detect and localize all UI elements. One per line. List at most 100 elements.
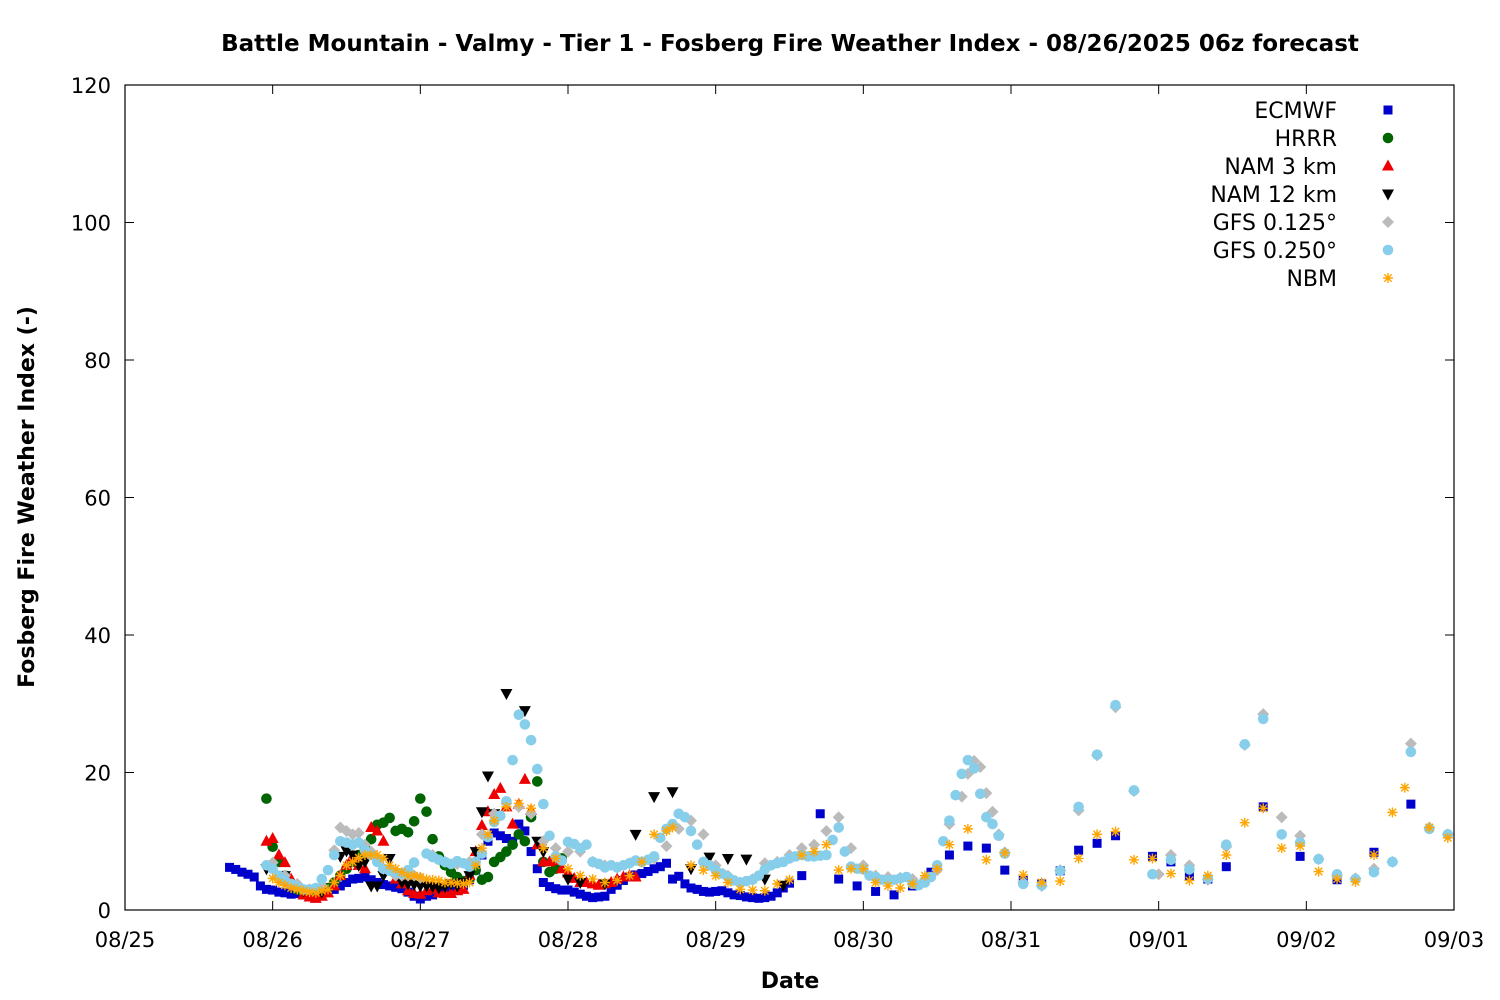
data-point <box>649 829 660 840</box>
data-point <box>298 885 309 896</box>
y-tick-label: 60 <box>84 487 111 511</box>
data-point <box>1258 803 1269 814</box>
data-point <box>341 860 352 871</box>
data-point <box>518 706 531 718</box>
data-point <box>489 815 500 826</box>
data-point <box>237 867 247 877</box>
data-point <box>1424 822 1435 833</box>
data-point <box>963 841 973 851</box>
data-point <box>624 870 635 881</box>
y-tick-label: 100 <box>71 212 111 236</box>
legend: ECMWF HRRR NAM 3 km NAM 12 km GFS 0.125° GFS … <box>1210 99 1394 292</box>
data-point <box>729 890 739 900</box>
data-point <box>649 864 659 874</box>
data-point <box>747 885 758 896</box>
data-point <box>871 886 881 896</box>
data-point <box>1399 782 1410 793</box>
data-point <box>1387 807 1398 818</box>
data-point <box>1313 853 1324 865</box>
data-point <box>691 839 703 850</box>
data-point <box>377 834 390 846</box>
data-point <box>796 850 807 860</box>
data-point <box>834 874 844 884</box>
data-point <box>531 776 543 787</box>
data-point <box>316 885 327 896</box>
data-point <box>273 877 284 888</box>
data-point <box>488 788 501 799</box>
data-point <box>463 871 476 883</box>
data-point <box>266 832 279 843</box>
data-point <box>495 810 506 822</box>
data-point <box>680 879 690 889</box>
data-point <box>721 853 734 865</box>
data-point <box>286 883 297 893</box>
data-point <box>526 803 537 814</box>
data-point <box>1406 799 1416 809</box>
data-point <box>501 834 511 843</box>
data-point <box>272 848 285 860</box>
data-point <box>518 772 531 784</box>
data-point <box>514 819 524 829</box>
data-point <box>974 788 986 800</box>
data-point <box>328 849 340 861</box>
data-point <box>629 829 642 841</box>
data-point <box>661 858 671 868</box>
data-point <box>600 891 610 901</box>
data-point <box>501 846 512 857</box>
data-point <box>1275 811 1288 824</box>
data-point <box>703 852 716 864</box>
data-point <box>371 856 383 868</box>
data-point <box>550 853 561 864</box>
data-point <box>427 833 438 845</box>
data-point <box>415 894 425 904</box>
data-point <box>255 881 265 891</box>
data-point <box>267 863 278 875</box>
data-point <box>421 806 432 817</box>
data-point <box>371 824 384 836</box>
data-point <box>870 877 881 888</box>
data-point <box>415 793 426 804</box>
data-point <box>507 839 518 850</box>
data-point <box>310 887 321 898</box>
x-axis-label: Date <box>761 969 820 994</box>
data-point <box>1221 862 1231 872</box>
data-point <box>1239 739 1251 750</box>
data-point <box>1091 749 1103 760</box>
y-tick-label: 20 <box>84 762 111 786</box>
legend-marker <box>1382 159 1394 171</box>
data-point <box>797 871 807 881</box>
data-point <box>495 831 505 841</box>
data-point <box>371 881 384 893</box>
data-point <box>475 818 488 830</box>
data-point <box>723 888 733 898</box>
data-point <box>717 886 727 896</box>
data-point <box>741 892 751 902</box>
x-tick-label: 08/30 <box>833 928 894 952</box>
data-point <box>968 763 980 774</box>
data-point <box>1295 841 1306 852</box>
data-point <box>428 890 438 900</box>
data-point <box>1147 868 1158 880</box>
data-point <box>686 883 696 893</box>
data-point <box>1073 853 1084 864</box>
data-points <box>225 688 1454 904</box>
data-point <box>759 885 770 896</box>
data-point <box>679 811 691 823</box>
data-point <box>280 888 290 898</box>
data-point <box>352 827 365 839</box>
data-point <box>538 843 549 854</box>
legend-entry: GFS 0.125° <box>1213 211 1394 236</box>
data-point <box>243 869 253 879</box>
data-point <box>962 823 973 834</box>
data-point <box>944 839 955 850</box>
data-point <box>352 860 365 872</box>
data-point <box>1074 845 1084 855</box>
data-point <box>354 873 364 883</box>
legend-marker <box>1382 189 1394 201</box>
data-point <box>666 787 679 799</box>
data-point <box>501 801 512 812</box>
data-point <box>660 840 673 853</box>
data-point <box>938 835 949 847</box>
data-point <box>1073 801 1084 813</box>
data-point <box>754 893 764 903</box>
